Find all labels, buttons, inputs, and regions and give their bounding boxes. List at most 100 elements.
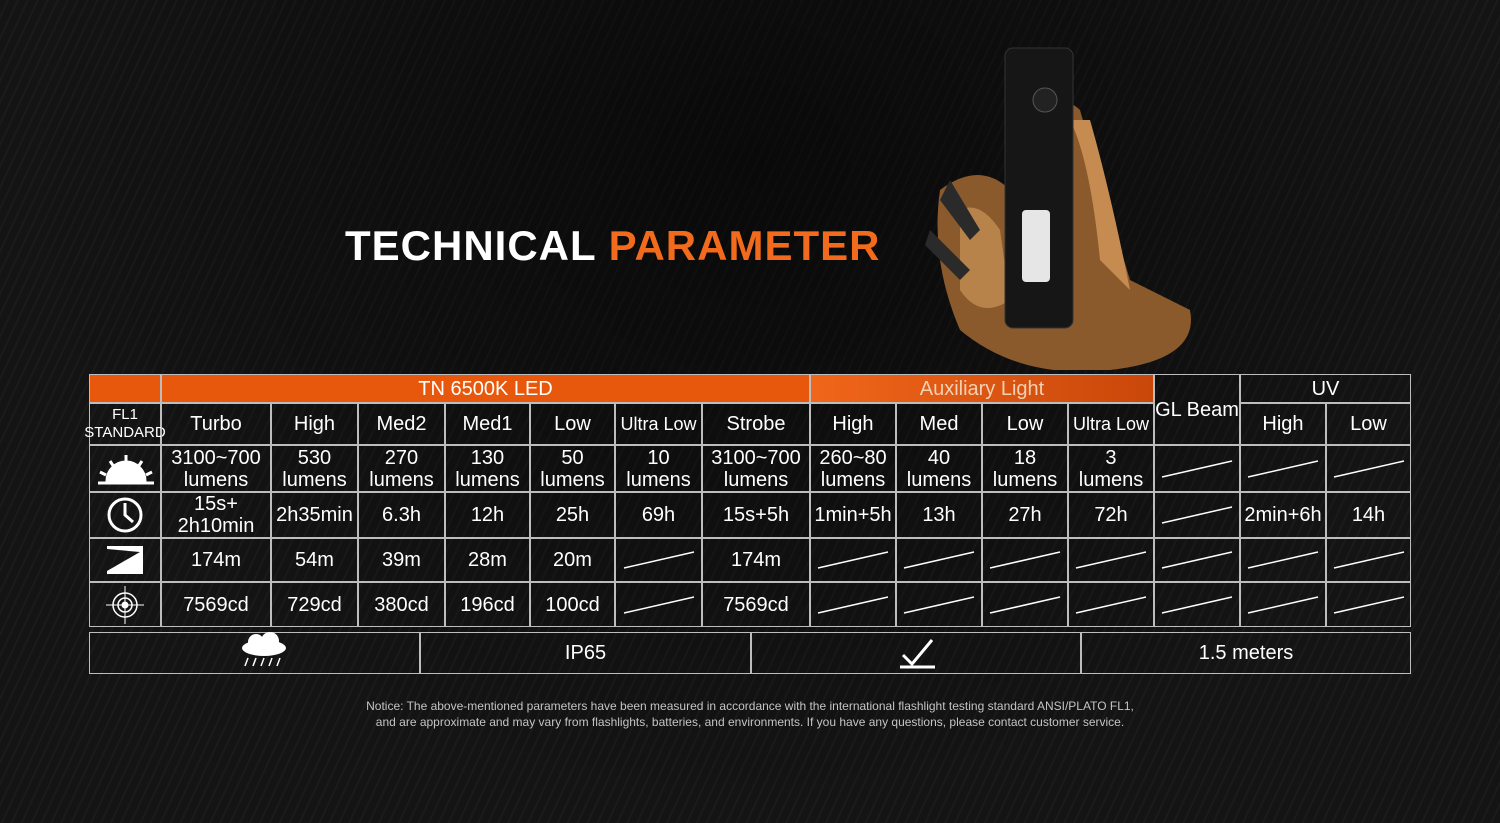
- value-cell: 20m: [530, 538, 615, 582]
- not-applicable: [1247, 551, 1319, 569]
- value-cell: 3100~700 lumens: [161, 445, 271, 492]
- value-cell: 18 lumens: [982, 445, 1068, 492]
- value-cell: 6.3h: [358, 492, 445, 538]
- value-cell: [1326, 582, 1411, 627]
- value-cell: 270 lumens: [358, 445, 445, 492]
- not-applicable: [817, 551, 889, 569]
- value-cell: 7569cd: [161, 582, 271, 627]
- value-cell: [1154, 582, 1240, 627]
- mode-header: Turbo: [161, 403, 271, 445]
- title: TECHNICAL PARAMETER: [345, 222, 880, 270]
- value-cell: 1min+5h: [810, 492, 896, 538]
- value-cell: 12h: [445, 492, 530, 538]
- group-header: GL Beam: [1154, 374, 1240, 445]
- value-cell: [810, 582, 896, 627]
- value-cell: 130 lumens: [445, 445, 530, 492]
- group-header: Auxiliary Light: [810, 374, 1154, 403]
- row-icon: [89, 582, 161, 627]
- value-cell: 530 lumens: [271, 445, 358, 492]
- value-cell: 3 lumens: [1068, 445, 1154, 492]
- not-applicable: [1247, 459, 1319, 478]
- mode-header: High: [1240, 403, 1326, 445]
- title-second: PARAMETER: [608, 222, 881, 269]
- not-applicable: [903, 551, 975, 569]
- value-cell: [1240, 445, 1326, 492]
- value-cell: 28m: [445, 538, 530, 582]
- value-cell: 7569cd: [702, 582, 810, 627]
- corner: [89, 374, 161, 403]
- value-cell: [982, 538, 1068, 582]
- value-cell: [1154, 445, 1240, 492]
- not-applicable: [1333, 459, 1404, 478]
- not-applicable: [817, 595, 889, 614]
- value-cell: 3100~700 lumens: [702, 445, 810, 492]
- value-cell: [896, 582, 982, 627]
- not-applicable: [989, 551, 1061, 569]
- value-cell: [896, 538, 982, 582]
- not-applicable: [1161, 506, 1233, 524]
- value-cell: [1326, 538, 1411, 582]
- not-applicable: [1333, 595, 1404, 614]
- standard-text: STANDARD: [84, 424, 166, 441]
- mode-header: High: [810, 403, 896, 445]
- value-cell: 54m: [271, 538, 358, 582]
- product-image: [925, 47, 1191, 370]
- value-cell: 196cd: [445, 582, 530, 627]
- value-cell: 39m: [358, 538, 445, 582]
- value-cell: 25h: [530, 492, 615, 538]
- value-cell: [615, 582, 702, 627]
- row-icon: [89, 492, 161, 538]
- not-applicable: [1161, 459, 1233, 478]
- value-cell: [810, 538, 896, 582]
- value-cell: 14h: [1326, 492, 1411, 538]
- value-cell: 69h: [615, 492, 702, 538]
- not-applicable: [989, 595, 1061, 614]
- value-cell: 13h: [896, 492, 982, 538]
- mode-header: Med: [896, 403, 982, 445]
- value-cell: [1240, 538, 1326, 582]
- value-cell: 174m: [702, 538, 810, 582]
- notice-line: and are approximate and may vary from fl…: [375, 715, 1125, 729]
- standard-label: FL1 STANDARD: [84, 403, 166, 445]
- mode-header: Med1: [445, 403, 530, 445]
- not-applicable: [1161, 551, 1233, 569]
- value-cell: 15s+ 2h10min: [161, 492, 271, 538]
- mode-header: Low: [982, 403, 1068, 445]
- row-icon: [89, 445, 161, 492]
- title-first: TECHNICAL: [345, 222, 596, 269]
- value-cell: 174m: [161, 538, 271, 582]
- not-applicable: [623, 551, 694, 569]
- value-cell: [1240, 582, 1326, 627]
- not-applicable: [1161, 595, 1233, 614]
- impact-value: 1.5 meters: [1081, 632, 1411, 674]
- not-applicable: [1075, 595, 1147, 614]
- value-cell: 100cd: [530, 582, 615, 627]
- value-cell: 729cd: [271, 582, 358, 627]
- mode-header: Low: [1326, 403, 1411, 445]
- value-cell: 40 lumens: [896, 445, 982, 492]
- not-applicable: [1333, 551, 1404, 569]
- value-cell: 50 lumens: [530, 445, 615, 492]
- standard-text: FL1: [112, 406, 138, 423]
- value-cell: [1154, 492, 1240, 538]
- value-cell: 380cd: [358, 582, 445, 627]
- value-cell: [1068, 538, 1154, 582]
- row-icon: [89, 538, 161, 582]
- value-cell: [615, 538, 702, 582]
- mode-header: Ultra Low: [615, 403, 702, 445]
- mode-header: Strobe: [702, 403, 810, 445]
- mode-header: High: [271, 403, 358, 445]
- value-cell: 10 lumens: [615, 445, 702, 492]
- mode-header: Low: [530, 403, 615, 445]
- value-cell: [982, 582, 1068, 627]
- waterproof-icon-cell: [89, 632, 420, 674]
- value-cell: [1326, 445, 1411, 492]
- value-cell: 72h: [1068, 492, 1154, 538]
- value-cell: 15s+5h: [702, 492, 810, 538]
- mode-header: Ultra Low: [1068, 403, 1154, 445]
- group-header: TN 6500K LED: [161, 374, 810, 403]
- not-applicable: [1075, 551, 1147, 569]
- not-applicable: [1247, 595, 1319, 614]
